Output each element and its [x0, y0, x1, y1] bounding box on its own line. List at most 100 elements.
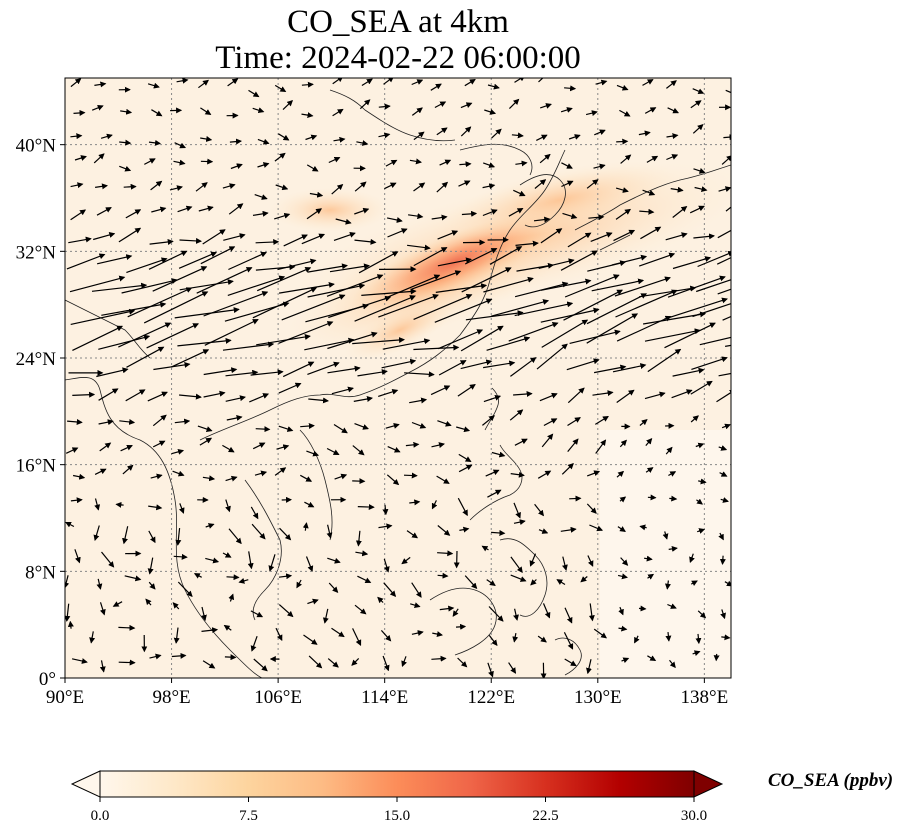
wind-arrow: [378, 294, 439, 318]
wind-arrow: [534, 503, 545, 517]
wind-arrow: [119, 165, 132, 172]
wind-arrow: [202, 229, 226, 245]
wind-arrow: [456, 426, 471, 433]
wind-arrow: [487, 489, 502, 498]
wind-arrow: [721, 155, 731, 165]
wind-arrow: [70, 308, 136, 325]
wind-arrow: [384, 274, 441, 299]
wind-arrow: [326, 447, 340, 456]
wind-arrow: [252, 442, 266, 450]
wind-arrow: [413, 344, 460, 351]
wind-arrow: [491, 529, 506, 536]
wind-arrow: [378, 388, 399, 397]
wind-arrow: [202, 475, 216, 482]
wind-arrow: [413, 182, 426, 192]
wind-arrow: [665, 632, 672, 642]
wind-arrow: [333, 231, 356, 241]
wind-arrow: [94, 468, 107, 475]
wind-arrow: [115, 501, 124, 508]
x-tick-label: 138°E: [681, 687, 729, 708]
wind-arrow: [357, 504, 375, 511]
wind-arrow: [510, 357, 537, 377]
wind-arrow: [281, 294, 346, 321]
wind-arrow: [378, 132, 391, 139]
wind-arrow: [617, 526, 626, 532]
wind-arrow: [401, 556, 411, 565]
wind-arrow: [378, 523, 393, 530]
wind-arrow: [430, 83, 442, 91]
wind-arrow: [328, 156, 341, 164]
wind-arrow: [460, 126, 472, 137]
wind-arrow: [668, 471, 677, 477]
wind-arrow: [382, 504, 389, 516]
wind-arrow: [381, 358, 417, 369]
wind-arrow: [716, 389, 731, 403]
wind-arrow: [411, 630, 424, 636]
wind-arrow: [513, 608, 519, 621]
wind-arrow: [126, 257, 168, 274]
wind-arrow: [119, 139, 132, 146]
wind-arrow: [149, 238, 174, 245]
wind-arrow: [222, 183, 236, 189]
wind-arrow: [437, 525, 451, 536]
wind-arrow: [355, 550, 369, 557]
map-frame: [64, 77, 732, 679]
wind-arrow: [248, 89, 260, 98]
wind-arrow: [589, 524, 604, 532]
wind-arrow: [145, 598, 152, 606]
wind-arrow: [199, 437, 213, 446]
y-tick-label: 16°N: [16, 456, 57, 477]
wind-arrow: [564, 274, 620, 298]
wind-arrow: [385, 422, 400, 429]
wind-arrow: [667, 107, 680, 114]
wind-arrow: [588, 603, 595, 622]
wind-arrow: [436, 181, 449, 193]
wind-arrow: [719, 555, 726, 565]
colorbar-extend-min: [70, 770, 101, 798]
wind-arrow: [691, 356, 728, 370]
wind-arrow: [721, 423, 731, 430]
wind-arrow: [274, 467, 287, 476]
wind-arrow: [148, 504, 163, 511]
wind-arrow: [510, 574, 527, 582]
wind-arrow: [72, 391, 96, 398]
wind-arrow: [464, 78, 476, 87]
wind-arrow: [694, 186, 708, 193]
wind-arrow: [639, 419, 648, 426]
wind-arrow: [513, 519, 526, 526]
wind-arrow: [514, 301, 574, 317]
wind-arrow: [483, 276, 534, 293]
wind-arrow: [148, 530, 156, 544]
x-tick-label: 98°E: [152, 687, 190, 708]
wind-arrow: [384, 182, 397, 190]
wind-arrow: [405, 441, 420, 448]
wind-arrow: [513, 390, 533, 397]
wind-arrow: [725, 206, 731, 212]
wind-arrow: [413, 247, 448, 267]
wind-arrow: [301, 233, 326, 245]
wind-arrow: [327, 365, 361, 374]
wind-arrow: [439, 159, 452, 166]
wind-arrow: [225, 395, 246, 402]
wind-arrow: [306, 208, 323, 220]
wind-arrow: [333, 423, 348, 434]
wind-arrow: [487, 662, 494, 678]
wind-arrow: [718, 532, 724, 541]
wind-arrow: [586, 313, 639, 344]
wind-arrow: [613, 229, 636, 242]
wind-arrow: [250, 369, 284, 376]
wind-arrow: [672, 367, 705, 377]
wind-arrow: [538, 258, 575, 269]
wind-arrow: [254, 194, 268, 200]
wind-arrow: [690, 100, 702, 109]
wind-arrow: [696, 498, 704, 505]
wind-arrow: [668, 545, 678, 552]
wind-arrow: [124, 575, 142, 582]
wind-arrow: [539, 392, 558, 402]
wind-arrow: [459, 526, 470, 533]
wind-arrow: [378, 103, 391, 110]
wind-arrow: [662, 531, 669, 540]
wind-arrow: [666, 80, 677, 89]
wind-arrow: [718, 186, 731, 192]
wind-arrow: [386, 217, 403, 223]
